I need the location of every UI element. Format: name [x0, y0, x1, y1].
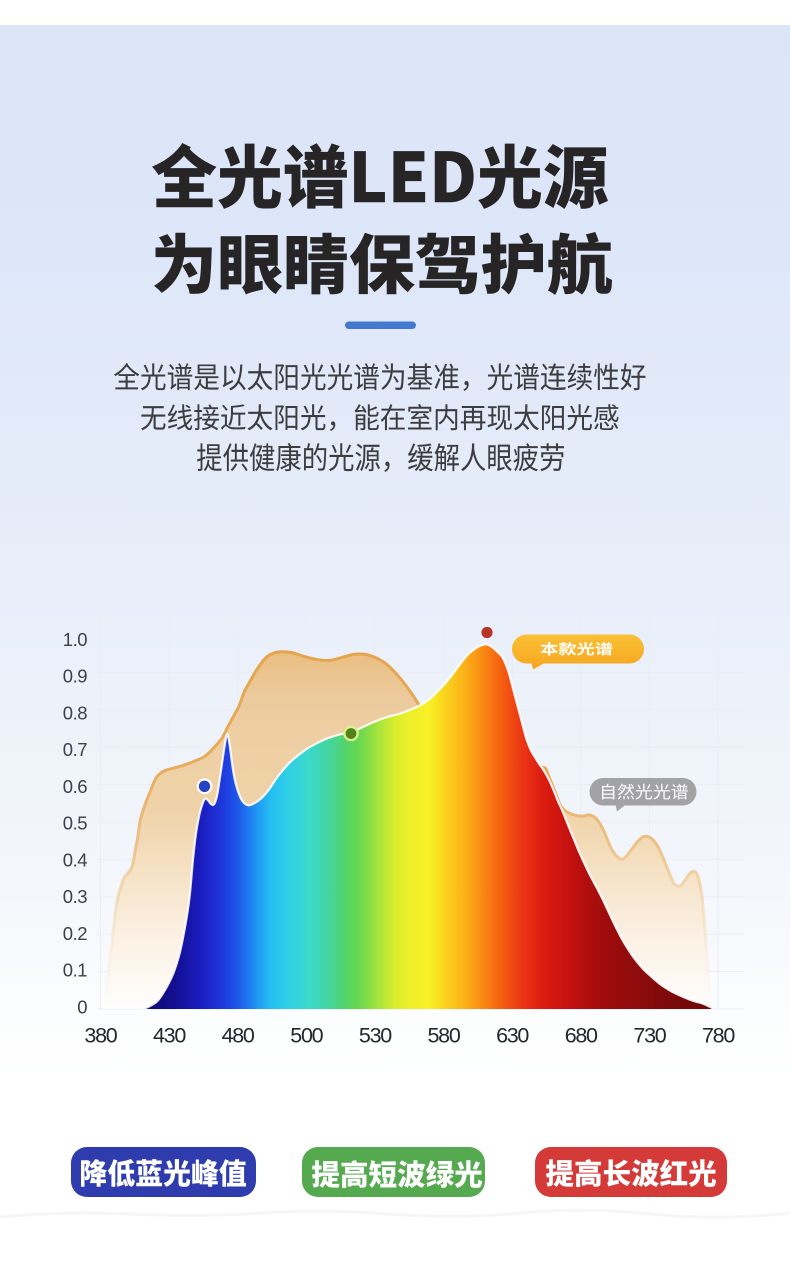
svg-text:480: 480	[222, 1024, 255, 1048]
svg-text:530: 530	[359, 1024, 392, 1048]
svg-text:500: 500	[290, 1024, 323, 1048]
svg-text:580: 580	[428, 1024, 461, 1048]
svg-text:0: 0	[77, 997, 87, 1018]
svg-text:0.7: 0.7	[63, 739, 87, 760]
svg-text:0.4: 0.4	[63, 850, 87, 871]
svg-text:780: 780	[702, 1024, 735, 1048]
svg-text:730: 730	[633, 1024, 666, 1048]
svg-text:0.2: 0.2	[63, 923, 87, 944]
svg-text:0.6: 0.6	[63, 776, 87, 797]
svg-text:0.8: 0.8	[63, 702, 87, 723]
svg-text:0.1: 0.1	[63, 960, 87, 981]
svg-text:1.0: 1.0	[63, 629, 87, 650]
svg-text:0.9: 0.9	[63, 666, 87, 687]
svg-text:0.5: 0.5	[63, 813, 87, 834]
svg-text:430: 430	[153, 1024, 186, 1048]
svg-text:380: 380	[84, 1024, 117, 1048]
svg-text:0.3: 0.3	[63, 886, 87, 907]
svg-text:630: 630	[496, 1024, 529, 1048]
svg-text:680: 680	[565, 1024, 598, 1048]
